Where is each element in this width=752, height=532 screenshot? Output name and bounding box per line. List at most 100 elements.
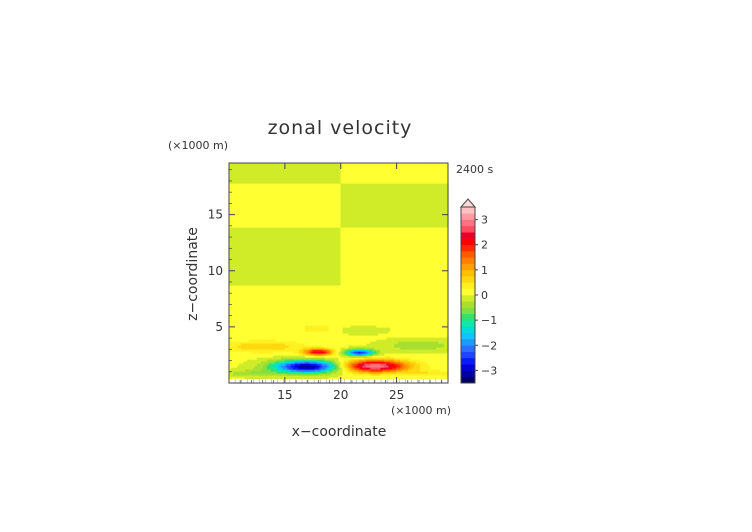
- field-cell: [352, 377, 356, 380]
- field-cell: [320, 333, 324, 336]
- field-cell: [346, 357, 350, 360]
- field-cell: [280, 375, 284, 378]
- field-cell: [246, 299, 250, 302]
- field-cell: [334, 347, 338, 350]
- field-cell: [368, 331, 371, 334]
- field-cell: [318, 305, 322, 308]
- field-cell: [338, 349, 342, 352]
- field-cell: [438, 371, 441, 374]
- field-cell: [229, 319, 232, 322]
- field-cell: [262, 365, 266, 368]
- field-cell: [354, 373, 358, 376]
- field-cell: [272, 361, 276, 364]
- field-cell: [324, 311, 328, 314]
- field-cell: [378, 339, 381, 342]
- field-cell: [392, 321, 395, 324]
- field-cell: [366, 299, 369, 302]
- field-cell: [300, 321, 304, 324]
- field-cell: [300, 339, 304, 342]
- field-cell: [382, 319, 385, 322]
- field-cell: [378, 307, 381, 310]
- field-cell: [316, 373, 320, 376]
- field-cell: [350, 367, 354, 370]
- field-cell: [356, 309, 360, 312]
- field-cell: [324, 303, 328, 306]
- field-cell: [344, 301, 348, 304]
- field-cell: [378, 365, 381, 368]
- field-cell: [342, 373, 346, 376]
- field-cell: [302, 375, 306, 378]
- field-cell: [256, 305, 260, 308]
- field-cell: [314, 303, 318, 306]
- field-cell: [274, 319, 278, 322]
- field-cell: [380, 373, 383, 376]
- field-cell: [248, 329, 252, 332]
- field-cell: [330, 299, 334, 302]
- field-cell: [280, 315, 284, 318]
- field-cell: [430, 323, 433, 326]
- field-cell: [286, 341, 290, 344]
- field-cell: [330, 377, 334, 380]
- field-cell: [250, 359, 254, 362]
- field-cell: [232, 311, 236, 314]
- field-cell: [386, 329, 389, 332]
- field-cell: [278, 329, 282, 332]
- field-cell: [410, 301, 413, 304]
- field-cell: [364, 377, 367, 380]
- field-cell: [229, 305, 232, 308]
- field-cell: [416, 299, 419, 302]
- field-cell: [350, 361, 354, 364]
- field-cell: [368, 375, 371, 378]
- field-cell: [376, 355, 379, 358]
- field-cell: [290, 369, 294, 372]
- field-cell: [262, 317, 266, 320]
- field-cell: [350, 345, 354, 348]
- field-cell: [404, 327, 407, 330]
- field-cell: [250, 361, 254, 364]
- field-cell: [290, 325, 294, 328]
- field-cell: [440, 345, 443, 348]
- field-cell: [236, 347, 240, 350]
- field-cell: [424, 335, 427, 338]
- field-cell: [410, 375, 413, 378]
- field-cell: [402, 313, 405, 316]
- field-cell: [282, 291, 286, 294]
- field-cell: [348, 377, 352, 380]
- field-cell: [290, 341, 294, 344]
- field-cell: [374, 309, 377, 312]
- field-cell: [234, 345, 238, 348]
- field-cell: [284, 367, 288, 370]
- field-cell: [274, 371, 278, 374]
- field-cell: [316, 333, 320, 336]
- field-cell: [292, 357, 296, 360]
- field-cell: [324, 301, 328, 304]
- field-cell: [426, 369, 429, 372]
- field-cell: [288, 363, 292, 366]
- field-cell: [382, 345, 385, 348]
- field-cell: [324, 331, 328, 334]
- field-cell: [368, 367, 371, 370]
- field-cell: [276, 341, 280, 344]
- field-cell: [356, 319, 360, 322]
- field-cell: [324, 349, 328, 352]
- field-cell: [432, 349, 435, 352]
- field-cell: [264, 361, 268, 364]
- field-cell: [300, 369, 304, 372]
- field-cell: [274, 331, 278, 334]
- field-cell: [242, 303, 246, 306]
- field-cell: [238, 301, 242, 304]
- field-cell: [384, 355, 387, 358]
- field-cell: [410, 319, 413, 322]
- field-cell: [332, 299, 336, 302]
- field-cell: [294, 291, 298, 294]
- field-cell: [334, 351, 338, 354]
- field-cell: [314, 301, 318, 304]
- field-cell: [398, 321, 401, 324]
- field-cell: [252, 329, 256, 332]
- field-cell: [354, 307, 358, 310]
- field-cell: [390, 371, 393, 374]
- field-cell: [416, 293, 419, 296]
- field-cell: [360, 351, 363, 354]
- field-cell: [354, 369, 358, 372]
- field-cell: [266, 369, 270, 372]
